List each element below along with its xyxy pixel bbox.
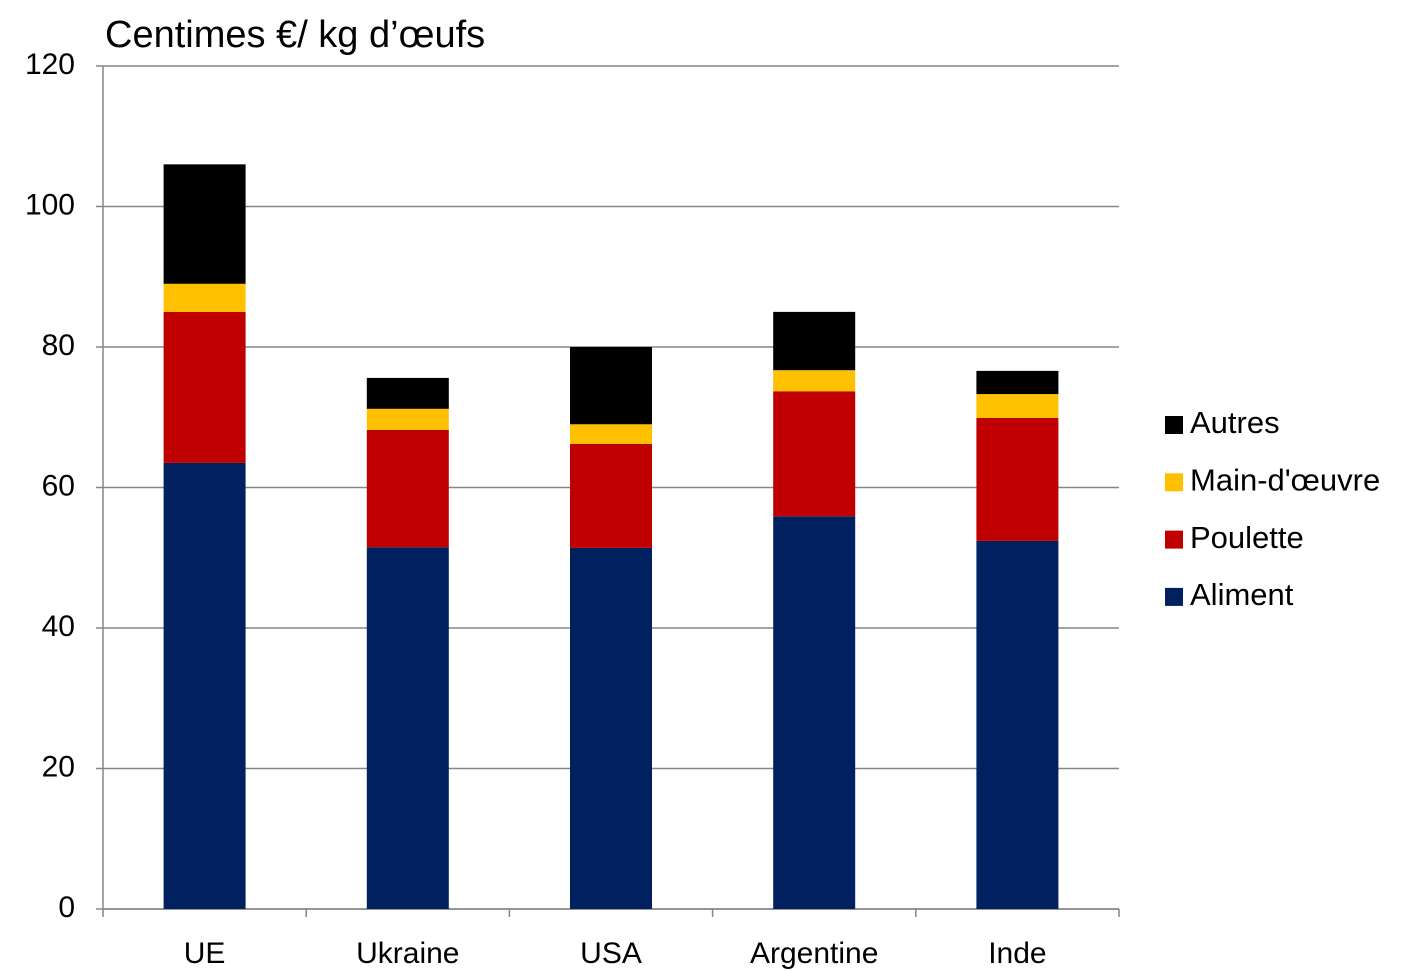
y-tick-label: 80 [42, 329, 75, 362]
bar-segment [366, 408, 449, 430]
bar-segment [570, 347, 652, 425]
legend-swatch [1165, 416, 1183, 434]
bar-segment [570, 424, 652, 444]
bar-segment [570, 547, 652, 909]
x-tick-label: USA [580, 937, 642, 970]
x-tick-label: Ukraine [356, 937, 459, 970]
legend-label: Autres [1190, 405, 1280, 440]
legend-label: Poulette [1190, 520, 1304, 555]
chart-title: Centimes €/ kg d’œufs [105, 14, 485, 56]
legend-swatch [1165, 473, 1183, 492]
y-tick-label: 60 [42, 469, 75, 502]
legend-swatch [1165, 530, 1183, 549]
legend-swatch [1165, 587, 1183, 606]
x-tick-label: Inde [988, 937, 1046, 970]
bar-segment [773, 516, 856, 909]
y-tick-label: 20 [42, 750, 75, 783]
bar-segment [976, 370, 1059, 395]
bar-segment [163, 311, 246, 463]
bar-segment [773, 370, 856, 392]
legend-label: Aliment [1190, 577, 1294, 612]
bar-segment [163, 283, 246, 312]
y-tick-label: 100 [25, 188, 75, 221]
bar-segment [570, 443, 652, 548]
bar-segment [976, 540, 1059, 909]
y-tick-label: 40 [42, 610, 75, 643]
bar-segment [976, 394, 1059, 418]
legend-label: Main-d'œuvre [1190, 462, 1380, 497]
bar-segment [773, 311, 856, 371]
bar-segment [773, 391, 856, 517]
bar-segment [163, 164, 246, 284]
y-tick-label: 0 [58, 891, 75, 924]
bar-segment [366, 429, 449, 548]
y-tick-label: 120 [25, 48, 75, 81]
x-tick-label: UE [184, 937, 226, 970]
x-tick-label: Argentine [750, 937, 878, 970]
bar-segment [976, 417, 1059, 541]
bar-segment [366, 377, 449, 409]
bar-segment [366, 547, 449, 909]
bar-segment [163, 462, 246, 909]
